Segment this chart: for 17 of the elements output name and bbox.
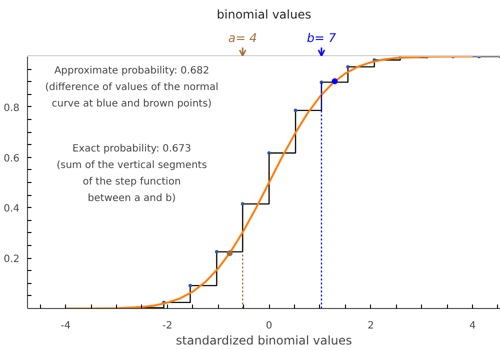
x-axis-title: standardized binomial values — [176, 334, 352, 348]
x-tick-label: -4 — [60, 320, 71, 332]
annotation: Approximate probability: 0.682 (difference of values of the normal curve at blue and brown points) — [45, 66, 218, 110]
point — [226, 250, 233, 256]
x-tick-label: 0 — [266, 320, 272, 332]
x-tick-label: 2 — [368, 320, 374, 332]
y-tick-label: 0.8 — [4, 102, 20, 114]
point — [332, 78, 338, 84]
x-tick-label: 4 — [469, 320, 476, 332]
y-tick-label: 0.6 — [4, 153, 20, 164]
x2-axis-title: binomial values — [216, 8, 312, 22]
annotation: a= 4 — [228, 31, 258, 46]
y-tick-label: 0.4 — [4, 204, 20, 215]
y-tick-label: 0.2 — [4, 254, 20, 266]
annotation: Exact probability: 0.673 (sum of the vertical segments of the step function between a and b) — [56, 144, 207, 204]
annotation: b= 7 — [306, 31, 336, 46]
x-tick-label: -2 — [162, 320, 172, 332]
